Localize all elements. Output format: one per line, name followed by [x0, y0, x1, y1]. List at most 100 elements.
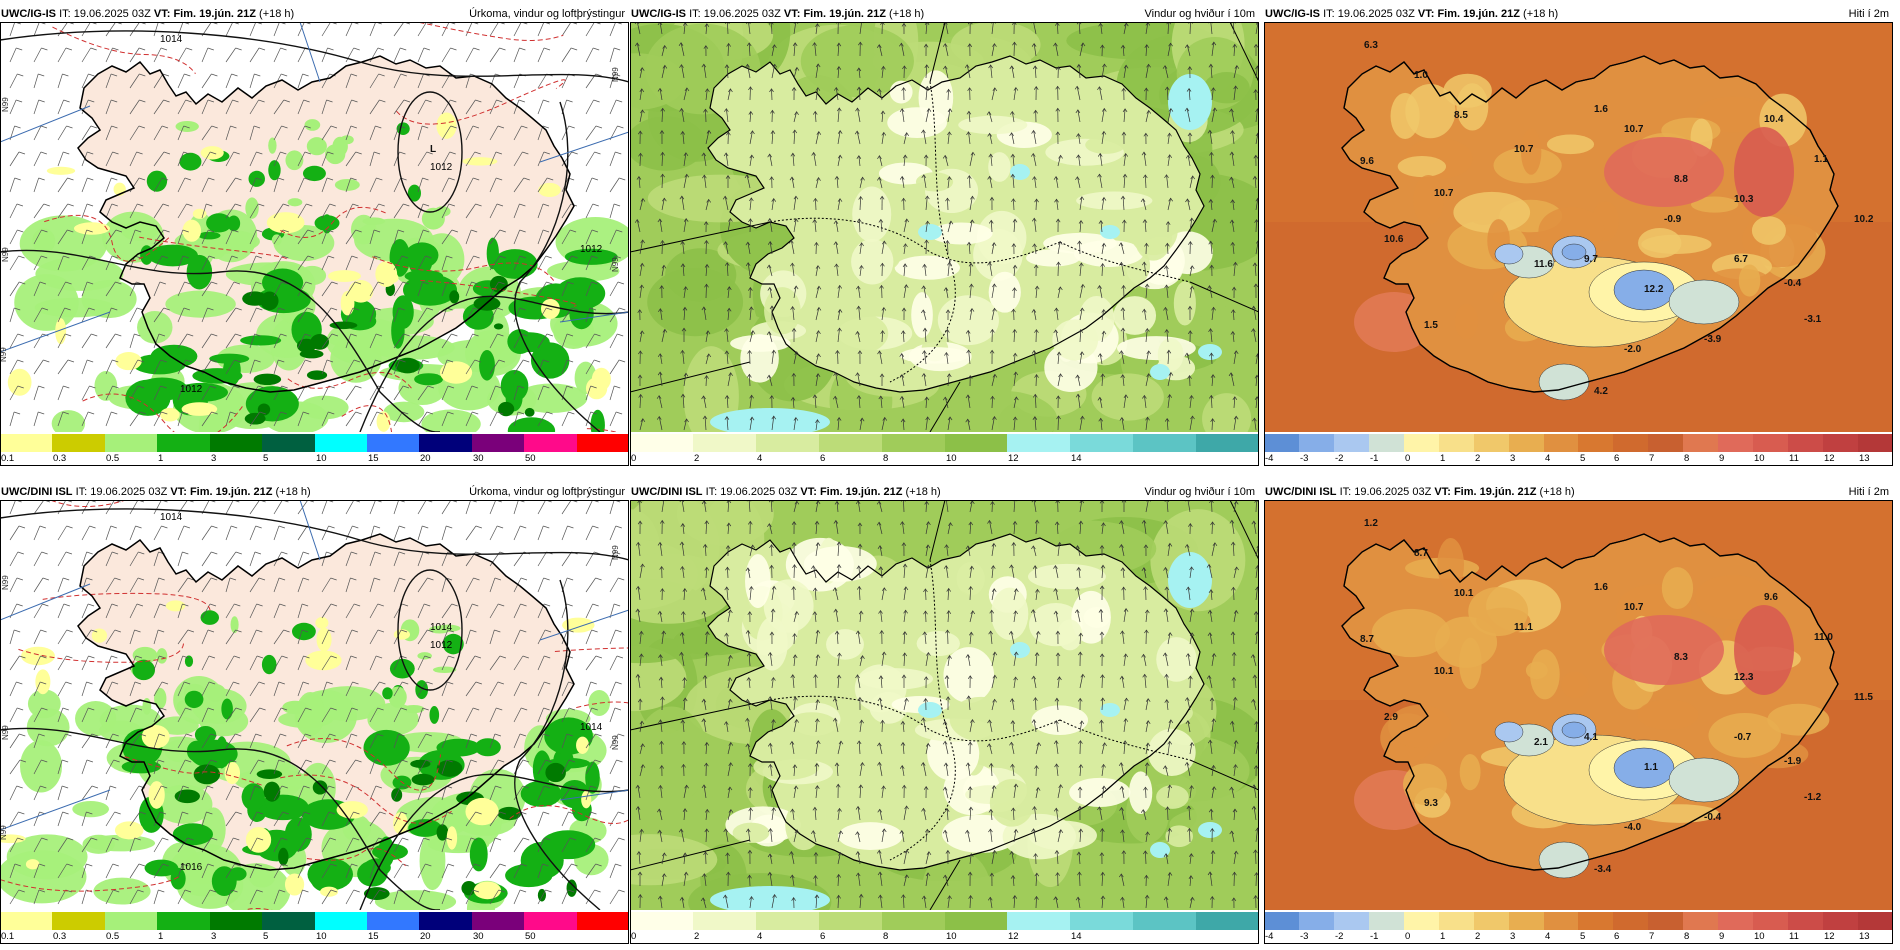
legend-tick-label: 11 [1789, 931, 1799, 942]
color-legend [0, 434, 630, 452]
isobar-label: 1014 [160, 512, 183, 523]
edge-label: N99 [1, 247, 10, 262]
legend-tick-label: 14 [1071, 931, 1082, 942]
temperature-label: 1.6 [1594, 582, 1608, 593]
legend-swatch [157, 434, 210, 452]
legend-swatch [692, 434, 756, 452]
model-label: UWC/IG-IS [631, 8, 686, 20]
temperature-label: 8.5 [1454, 110, 1468, 121]
map-panel-igis-temp: UWC/IG-IS IT: 19.06.2025 03Z VT: Fim. 19… [1264, 0, 1893, 470]
map-panel-dini-precip: UWC/DINI ISL IT: 19.06.2025 03Z VT: Fim.… [0, 478, 630, 948]
land-wind-field [708, 56, 1213, 393]
init-time: 19.06.2025 03Z [90, 486, 168, 498]
temperature-label: 10.6 [1384, 234, 1404, 245]
legend-ticks: -4 -3 -2 -1 0 1 2 3 4 5 6 7 8 9 10 11 12 13 [1264, 930, 1893, 944]
legend-tick-label: 10 [1754, 931, 1765, 942]
map-svg: 1014 1014 1012 1014 1016 N99 N99 N99 N99 N99 [0, 500, 629, 910]
edge-label: N99 [611, 545, 620, 560]
panel-title: Vindur og hviður í 10m [1144, 486, 1255, 498]
legend-swatch [1683, 912, 1719, 930]
lead-time: (+18 h) [275, 486, 311, 498]
legend-tick-label: 2 [694, 453, 700, 464]
color-legend [1264, 434, 1893, 452]
valid-time: Fim. 19.jún. 21Z [803, 8, 886, 20]
temperature-label: 11.1 [1514, 622, 1533, 633]
legend-swatch [1823, 434, 1858, 452]
legend-swatch [1753, 912, 1789, 930]
model-label: UWC/IG-IS [1, 8, 56, 20]
legend-tick-label: 4 [1545, 453, 1551, 464]
legend-swatch [1648, 912, 1684, 930]
legend-tick-label: 1 [158, 931, 164, 942]
color-legend [630, 434, 1260, 452]
legend-tick-label: 8 [883, 931, 889, 942]
legend-tick-label: 3 [1510, 453, 1516, 464]
legend-swatch [524, 434, 577, 452]
temperature-label: 1.5 [1424, 320, 1438, 331]
legend-tick-label: 5 [1580, 931, 1586, 942]
panel-header: UWC/DINI ISL IT: 19.06.2025 03Z VT: Fim.… [631, 484, 1257, 500]
legend-swatch [630, 434, 693, 452]
legend-swatch [157, 912, 210, 930]
legend-tick-label: -3 [1300, 453, 1309, 464]
legend-swatch [818, 912, 882, 930]
temperature-label: 10.1 [1454, 588, 1474, 599]
temperature-label: 8.7 [1414, 548, 1428, 559]
temperature-contours [0, 500, 629, 910]
temperature-label: -0.7 [1734, 732, 1752, 743]
valid-prefix: VT: [783, 8, 801, 20]
color-legend [1264, 912, 1893, 930]
legend-tick-label: 13 [1859, 931, 1870, 942]
legend-swatch [1683, 434, 1719, 452]
temperature-label: 8.8 [1674, 174, 1688, 185]
panel-title: Úrkoma, vindur og loftþrýstingur [469, 8, 625, 20]
legend-tick-label: 0.1 [1, 453, 15, 464]
legend-tick-label: 4 [757, 453, 763, 464]
legend-swatch [1070, 912, 1134, 930]
legend-swatch [1753, 434, 1789, 452]
legend-tick-label: 10 [1754, 453, 1765, 464]
isobar-label: 1012 [180, 384, 203, 395]
legend-swatch [1438, 434, 1474, 452]
temperature-label: 2.9 [1384, 712, 1398, 723]
legend-swatch [630, 912, 693, 930]
map-svg: 1.2 8.7 10.1 8.7 10.1 11.1 1.6 10.7 8.3 12.3 9.6 11… [1264, 500, 1893, 910]
legend-tick-label: 2 [1475, 931, 1481, 942]
legend-tick-label: 10 [316, 453, 327, 464]
panel-title: Úrkoma, vindur og loftþrýstingur [469, 486, 625, 498]
valid-time: Fim. 19.jún. 21Z [173, 8, 256, 20]
domain-lines [630, 22, 1259, 432]
legend-swatch [1264, 912, 1299, 930]
legend-swatch [314, 434, 367, 452]
legend-tick-label: 9 [1719, 931, 1725, 942]
panel-header: UWC/IG-IS IT: 19.06.2025 03Z VT: Fim. 19… [631, 6, 1257, 22]
temperature-label: 11.0 [1814, 632, 1833, 643]
legend-swatch [1718, 912, 1754, 930]
legend-tick-label: -1 [1370, 453, 1379, 464]
temperature-label: -0.4 [1704, 812, 1722, 823]
legend-ticks: 0 2 4 6 8 10 12 14 [630, 930, 1259, 944]
temperature-label: 9.7 [1584, 254, 1598, 265]
legend-tick-label: 0.3 [53, 931, 67, 942]
coastline [77, 533, 575, 871]
legend-swatch [209, 434, 263, 452]
legend-swatch [1403, 434, 1439, 452]
isobars [0, 30, 629, 432]
init-prefix: IT: [59, 8, 71, 20]
legend-tick-label: 8 [1684, 931, 1690, 942]
legend-tick-label: 7 [1649, 931, 1655, 942]
valid-time: Fim. 19.jún. 21Z [189, 486, 273, 498]
legend-ticks: -4 -3 -2 -1 0 1 2 3 4 5 6 7 8 9 10 11 12 13 [1264, 452, 1893, 466]
wind-arrows [634, 22, 1259, 431]
init-prefix: IT: [1323, 8, 1335, 20]
legend-tick-label: 0.3 [53, 453, 67, 464]
legend-swatch [1857, 434, 1893, 452]
legend-swatch [576, 912, 630, 930]
temperature-field [1341, 533, 1839, 879]
legend-swatch [1333, 434, 1369, 452]
legend-swatch [1133, 434, 1197, 452]
temperature-label: -2.0 [1624, 344, 1642, 355]
legend-swatch [366, 912, 420, 930]
init-prefix: IT: [705, 486, 718, 498]
domain-lines [0, 500, 629, 831]
